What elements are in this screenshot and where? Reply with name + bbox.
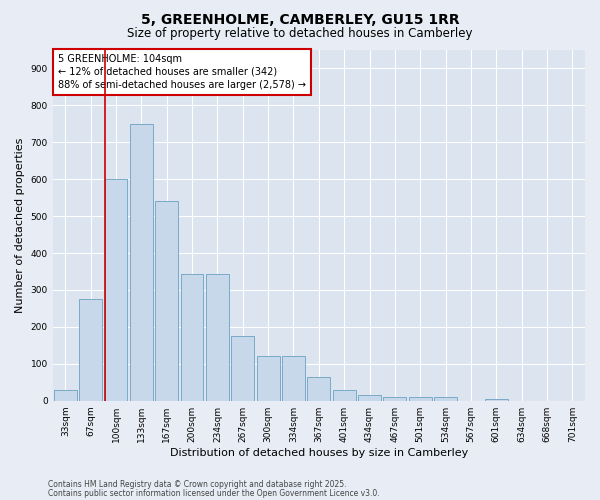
Bar xyxy=(155,202,178,400)
Bar xyxy=(409,397,431,400)
Bar xyxy=(206,274,229,400)
Bar xyxy=(307,376,330,400)
Text: 5, GREENHOLME, CAMBERLEY, GU15 1RR: 5, GREENHOLME, CAMBERLEY, GU15 1RR xyxy=(140,12,460,26)
Text: Size of property relative to detached houses in Camberley: Size of property relative to detached ho… xyxy=(127,28,473,40)
Bar xyxy=(485,399,508,400)
Bar xyxy=(54,390,77,400)
Bar xyxy=(434,397,457,400)
Text: 5 GREENHOLME: 104sqm
← 12% of detached houses are smaller (342)
88% of semi-deta: 5 GREENHOLME: 104sqm ← 12% of detached h… xyxy=(58,54,306,90)
Bar xyxy=(130,124,153,400)
Bar xyxy=(383,397,406,400)
Bar xyxy=(358,395,381,400)
Text: Contains HM Land Registry data © Crown copyright and database right 2025.: Contains HM Land Registry data © Crown c… xyxy=(48,480,347,489)
Bar xyxy=(104,179,127,400)
Bar xyxy=(282,356,305,401)
Bar xyxy=(257,356,280,401)
Bar xyxy=(232,336,254,400)
Bar xyxy=(333,390,356,400)
Bar xyxy=(181,274,203,400)
Y-axis label: Number of detached properties: Number of detached properties xyxy=(15,138,25,313)
X-axis label: Distribution of detached houses by size in Camberley: Distribution of detached houses by size … xyxy=(170,448,468,458)
Bar xyxy=(79,299,102,400)
Text: Contains public sector information licensed under the Open Government Licence v3: Contains public sector information licen… xyxy=(48,488,380,498)
